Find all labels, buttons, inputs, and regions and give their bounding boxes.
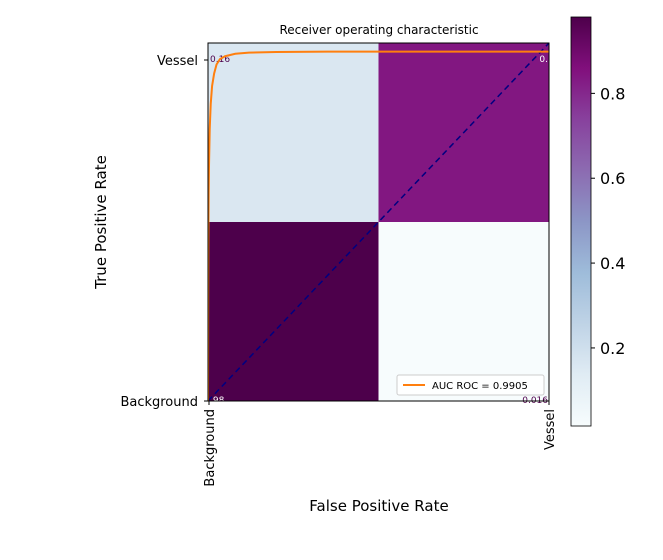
colorbar-tick-label-0-2: 0.2 <box>600 339 625 358</box>
y-tick-label-background: Background <box>120 395 198 410</box>
plot-frame <box>207 42 550 402</box>
cell-value-vessel-vessel: 0. <box>539 55 548 65</box>
legend-label-roc: AUC ROC = 0.9905 <box>432 381 528 392</box>
y-axis-ticks: Background Vessel <box>120 54 208 410</box>
x-tick-label-vessel: Vessel <box>543 409 558 450</box>
colorbar-tick-label-0-4: 0.4 <box>600 254 625 273</box>
heatmap-cell-background-vessel <box>378 222 549 401</box>
colorbar-tick-label-0-8: 0.8 <box>600 84 625 103</box>
roc-curve-line <box>208 50 549 401</box>
colorbar-tick-label-0-6: 0.6 <box>600 169 625 188</box>
legend: AUC ROC = 0.9905 <box>396 374 545 396</box>
colorbar <box>570 16 592 427</box>
legend-box <box>396 374 545 396</box>
heatmap-cells <box>208 43 549 401</box>
colorbar-ticks: 0.2 0.4 0.6 0.8 <box>591 84 625 358</box>
chance-diagonal-line <box>208 43 549 401</box>
x-tick-label-background: Background <box>203 409 218 487</box>
heatmap-cell-vessel-background <box>208 43 379 222</box>
y-tick-label-vessel: Vessel <box>157 54 198 69</box>
x-axis-label: False Positive Rate <box>309 497 448 515</box>
chart-title: Receiver operating characteristic <box>279 23 478 37</box>
x-axis-ticks: Background Vessel <box>203 401 558 487</box>
y-axis-label: True Positive Rate <box>92 155 110 290</box>
